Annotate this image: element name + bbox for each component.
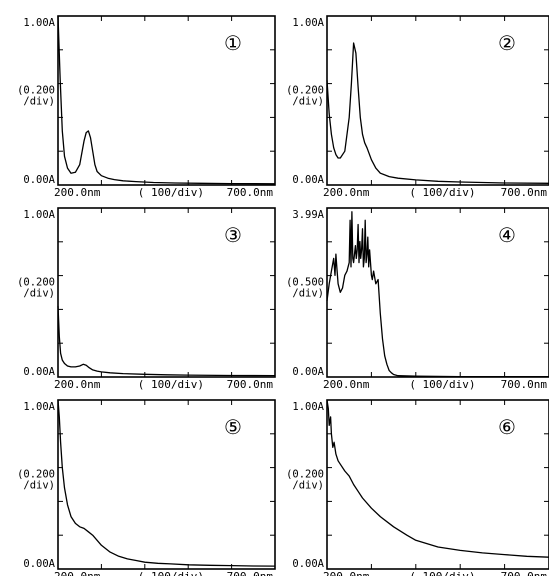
x-max-label: 700.0nm	[227, 378, 274, 391]
spectrum-line	[57, 399, 276, 567]
y-min-label: 0.00A	[292, 558, 324, 570]
y-scale-label: (0.500/div)	[286, 277, 324, 300]
spectrum-panel-4: 3.99A 0.00A (0.500/div) 200.0nm ( 100/div) 70…	[286, 207, 549, 391]
y-max-label: 1.00A	[23, 401, 55, 413]
spectrum-line	[326, 211, 549, 378]
y-scale-label: (0.200/div)	[286, 469, 324, 492]
x-max-label: 700.0nm	[501, 378, 548, 391]
y-max-label: 1.00A	[23, 17, 55, 29]
y-max-label: 1.00A	[23, 209, 55, 221]
spectrum-panel-1: 1.00A 0.00A (0.200/div) 200.0nm ( 100/div) 70…	[17, 15, 276, 199]
y-scale-label: (0.200/div)	[17, 277, 55, 300]
y-max-label: 1.00A	[292, 401, 324, 413]
y-min-label: 0.00A	[23, 366, 55, 378]
spectrum-panel-6: 1.00A 0.00A (0.200/div) 200.0nm ( 100/div) 70…	[286, 399, 549, 576]
x-scale-label: ( 100/div)	[138, 378, 204, 391]
panel-number: ⑥	[498, 415, 516, 439]
panel-frame	[326, 399, 549, 570]
panel-frame	[57, 399, 276, 570]
spectrum-line	[57, 305, 276, 377]
y-min-label: 0.00A	[292, 366, 324, 378]
y-scale-label: (0.200/div)	[17, 469, 55, 492]
x-max-label: 700.0nm	[227, 186, 274, 199]
panel-number: ①	[224, 31, 242, 55]
panel-number: ②	[498, 31, 516, 55]
x-min-label: 200.0nm	[54, 186, 101, 199]
y-min-label: 0.00A	[23, 174, 55, 186]
spectrum-panel-3: 1.00A 0.00A (0.200/div) 200.0nm ( 100/div) 70…	[17, 207, 276, 391]
panel-frame	[57, 15, 276, 186]
spectrum-line	[326, 399, 549, 558]
x-scale-label: ( 100/div)	[409, 378, 475, 391]
x-min-label: 200.0nm	[323, 570, 370, 576]
y-min-label: 0.00A	[292, 174, 324, 186]
x-min-label: 200.0nm	[54, 378, 101, 391]
y-max-label: 3.99A	[292, 209, 324, 221]
spectrum-line	[326, 42, 549, 184]
x-scale-label: ( 100/div)	[409, 570, 475, 576]
x-min-label: 200.0nm	[323, 378, 370, 391]
x-min-label: 200.0nm	[54, 570, 101, 576]
y-scale-label: (0.200/div)	[286, 85, 324, 108]
y-scale-label: (0.200/div)	[17, 85, 55, 108]
x-min-label: 200.0nm	[323, 186, 370, 199]
x-max-label: 700.0nm	[227, 570, 274, 576]
panel-number: ③	[224, 223, 242, 247]
x-scale-label: ( 100/div)	[138, 186, 204, 199]
spectrum-panel-5: 1.00A 0.00A (0.200/div) 200.0nm ( 100/div) 70…	[17, 399, 276, 576]
x-scale-label: ( 100/div)	[138, 570, 204, 576]
y-min-label: 0.00A	[23, 558, 55, 570]
spectrum-panel-2: 1.00A 0.00A (0.200/div) 200.0nm ( 100/div) 70…	[286, 15, 549, 199]
x-max-label: 700.0nm	[501, 186, 548, 199]
y-max-label: 1.00A	[292, 17, 324, 29]
panel-frame	[326, 15, 549, 186]
panel-number: ④	[498, 223, 516, 247]
panel-frame	[57, 207, 276, 378]
x-max-label: 700.0nm	[501, 570, 548, 576]
spectrum-line	[57, 15, 276, 185]
panel-number: ⑤	[224, 415, 242, 439]
x-scale-label: ( 100/div)	[409, 186, 475, 199]
